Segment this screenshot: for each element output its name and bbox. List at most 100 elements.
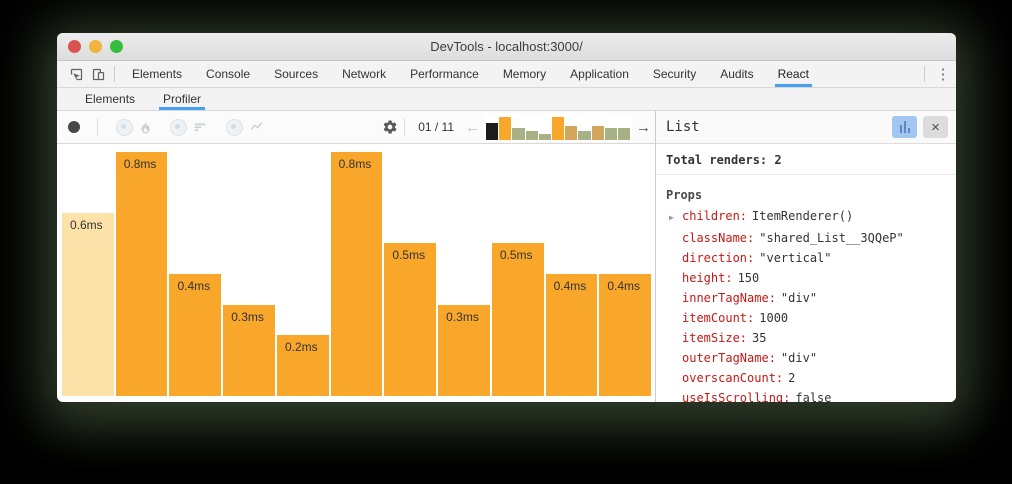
chart-bar-5[interactable]: 0.2ms xyxy=(276,335,329,396)
snapshot-mini-bar-8[interactable] xyxy=(578,131,591,140)
bar-duration-label: 0.4ms xyxy=(177,279,211,293)
more-options-icon[interactable]: ⋮ xyxy=(935,66,951,83)
details-panel-header: List × xyxy=(656,111,956,144)
tab-security[interactable]: Security xyxy=(652,67,697,81)
prop-indent xyxy=(669,271,682,273)
settings-gear-icon[interactable] xyxy=(382,119,398,135)
chart-bar-3[interactable]: 0.4ms xyxy=(169,274,222,396)
next-snapshot-button[interactable]: → xyxy=(636,118,651,136)
chart-bar-6[interactable]: 0.8ms xyxy=(330,152,383,396)
chart-bar-4[interactable]: 0.3ms xyxy=(223,305,275,396)
bar-duration-label: 0.3ms xyxy=(446,310,479,324)
prop-value: ItemRenderer() xyxy=(752,209,854,223)
prop-key: direction: xyxy=(682,251,755,265)
prop-row-overscancount: overscanCount: 2 xyxy=(656,368,956,388)
tab-application[interactable]: Application xyxy=(570,67,629,81)
devtools-window: DevTools - localhost:3000/ Elements Conso… xyxy=(57,33,956,402)
prop-indent xyxy=(669,291,682,293)
prop-row-children[interactable]: ▶ children: ItemRenderer() xyxy=(656,206,956,228)
prop-row-useisscrolling: useIsScrolling: false xyxy=(656,388,956,402)
flamegraph-radio[interactable] xyxy=(116,118,133,136)
subtab-elements[interactable]: Elements xyxy=(85,92,136,106)
prop-value: false xyxy=(795,391,832,402)
snapshot-mini-bar-11[interactable] xyxy=(617,128,631,140)
prop-row-itemcount: itemCount: 1000 xyxy=(656,308,956,328)
snapshot-selector-chart[interactable] xyxy=(484,113,632,141)
tab-react[interactable]: React xyxy=(766,61,821,87)
details-panel: List × Total renders: 2 Props ▶ children:… xyxy=(655,111,956,402)
window-title: DevTools - localhost:3000/ xyxy=(430,39,583,54)
zoom-window-button[interactable] xyxy=(110,40,123,53)
view-renders-chart-button[interactable] xyxy=(892,116,917,138)
bar-duration-label: 0.3ms xyxy=(231,310,264,324)
snapshot-mini-bar-1[interactable] xyxy=(486,123,499,140)
prop-value: 150 xyxy=(737,271,760,285)
snapshot-mini-bar-9[interactable] xyxy=(591,126,604,140)
prop-row-direction: direction: "vertical" xyxy=(656,248,956,268)
chart-bar-7[interactable]: 0.5ms xyxy=(384,243,437,396)
prop-value: "div" xyxy=(780,351,818,365)
prop-indent xyxy=(669,371,682,373)
tab-network[interactable]: Network xyxy=(342,67,387,81)
snapshot-mini-bar-6[interactable] xyxy=(551,117,565,140)
total-renders: Total renders: 2 xyxy=(656,144,956,175)
bar-duration-label: 0.5ms xyxy=(499,248,533,262)
tab-elements[interactable]: Elements xyxy=(132,67,183,81)
prop-key: itemCount: xyxy=(682,311,755,325)
snapshot-counter: 01 / 11 xyxy=(418,120,454,134)
chart-bar-9[interactable]: 0.5ms xyxy=(491,243,544,396)
previous-snapshot-button[interactable]: ← xyxy=(465,118,480,136)
prop-key: innerTagName: xyxy=(682,291,776,305)
tab-performance[interactable]: Performance xyxy=(410,67,479,81)
bar-duration-label: 0.5ms xyxy=(392,248,426,262)
total-renders-value: 2 xyxy=(774,153,782,167)
bar-duration-label: 0.4ms xyxy=(553,279,587,293)
snapshot-mini-bar-3[interactable] xyxy=(512,128,525,140)
snapshot-mini-bar-4[interactable] xyxy=(525,131,538,140)
chart-bar-1[interactable]: 0.6ms xyxy=(62,213,114,396)
prop-value: 2 xyxy=(788,371,796,385)
chart-bar-10[interactable]: 0.4ms xyxy=(545,274,598,396)
device-toolbar-icon[interactable] xyxy=(87,61,109,87)
prop-indent xyxy=(669,251,682,253)
minimize-window-button[interactable] xyxy=(89,40,102,53)
prop-key: useIsScrolling: xyxy=(682,391,791,402)
prop-indent xyxy=(669,231,682,233)
divider xyxy=(924,66,925,82)
record-button[interactable] xyxy=(68,121,80,133)
prop-value: "div" xyxy=(780,291,818,305)
prop-key: children: xyxy=(682,209,748,223)
chart-bar-11[interactable]: 0.4ms xyxy=(599,274,652,396)
tab-memory[interactable]: Memory xyxy=(502,67,547,81)
prop-key: height: xyxy=(682,271,733,285)
expand-arrow-icon[interactable]: ▶ xyxy=(669,213,674,222)
prop-row-itemsize: itemSize: 35 xyxy=(656,328,956,348)
snapshot-mini-bar-7[interactable] xyxy=(565,126,578,140)
prop-value: "vertical" xyxy=(759,251,832,265)
prop-key: className: xyxy=(682,231,755,245)
prop-value: "shared_List__3QQeP" xyxy=(759,231,904,245)
selected-component-name: List xyxy=(666,119,700,135)
chart-bar-8[interactable]: 0.3ms xyxy=(438,305,490,396)
inspect-element-icon[interactable] xyxy=(65,61,87,87)
interactions-radio[interactable] xyxy=(226,118,243,136)
tab-console[interactable]: Console xyxy=(206,67,251,81)
props-list: ▶ children: ItemRenderer() className: "share… xyxy=(656,206,956,402)
tab-sources[interactable]: Sources xyxy=(274,67,319,81)
chart-bar-2[interactable]: 0.8ms xyxy=(115,152,168,396)
ranked-chart-icon xyxy=(192,120,208,134)
ranked-radio[interactable] xyxy=(170,118,187,136)
snapshot-mini-bar-2[interactable] xyxy=(499,117,512,140)
prop-row-outertagname: outerTagName: "div" xyxy=(656,348,956,368)
snapshot-mini-bar-10[interactable] xyxy=(604,128,617,140)
profiler-toolbar: 01 / 11 ← → xyxy=(57,111,655,144)
prop-value: 35 xyxy=(752,331,767,345)
prop-value: 1000 xyxy=(759,311,789,325)
subtab-profiler[interactable]: Profiler xyxy=(149,88,215,110)
snapshot-mini-bar-5[interactable] xyxy=(538,134,551,140)
flame-icon xyxy=(138,120,152,135)
close-panel-button[interactable]: × xyxy=(923,116,948,138)
close-window-button[interactable] xyxy=(68,40,81,53)
bar-duration-label: 0.6ms xyxy=(70,218,103,232)
tab-audits[interactable]: Audits xyxy=(720,67,754,81)
